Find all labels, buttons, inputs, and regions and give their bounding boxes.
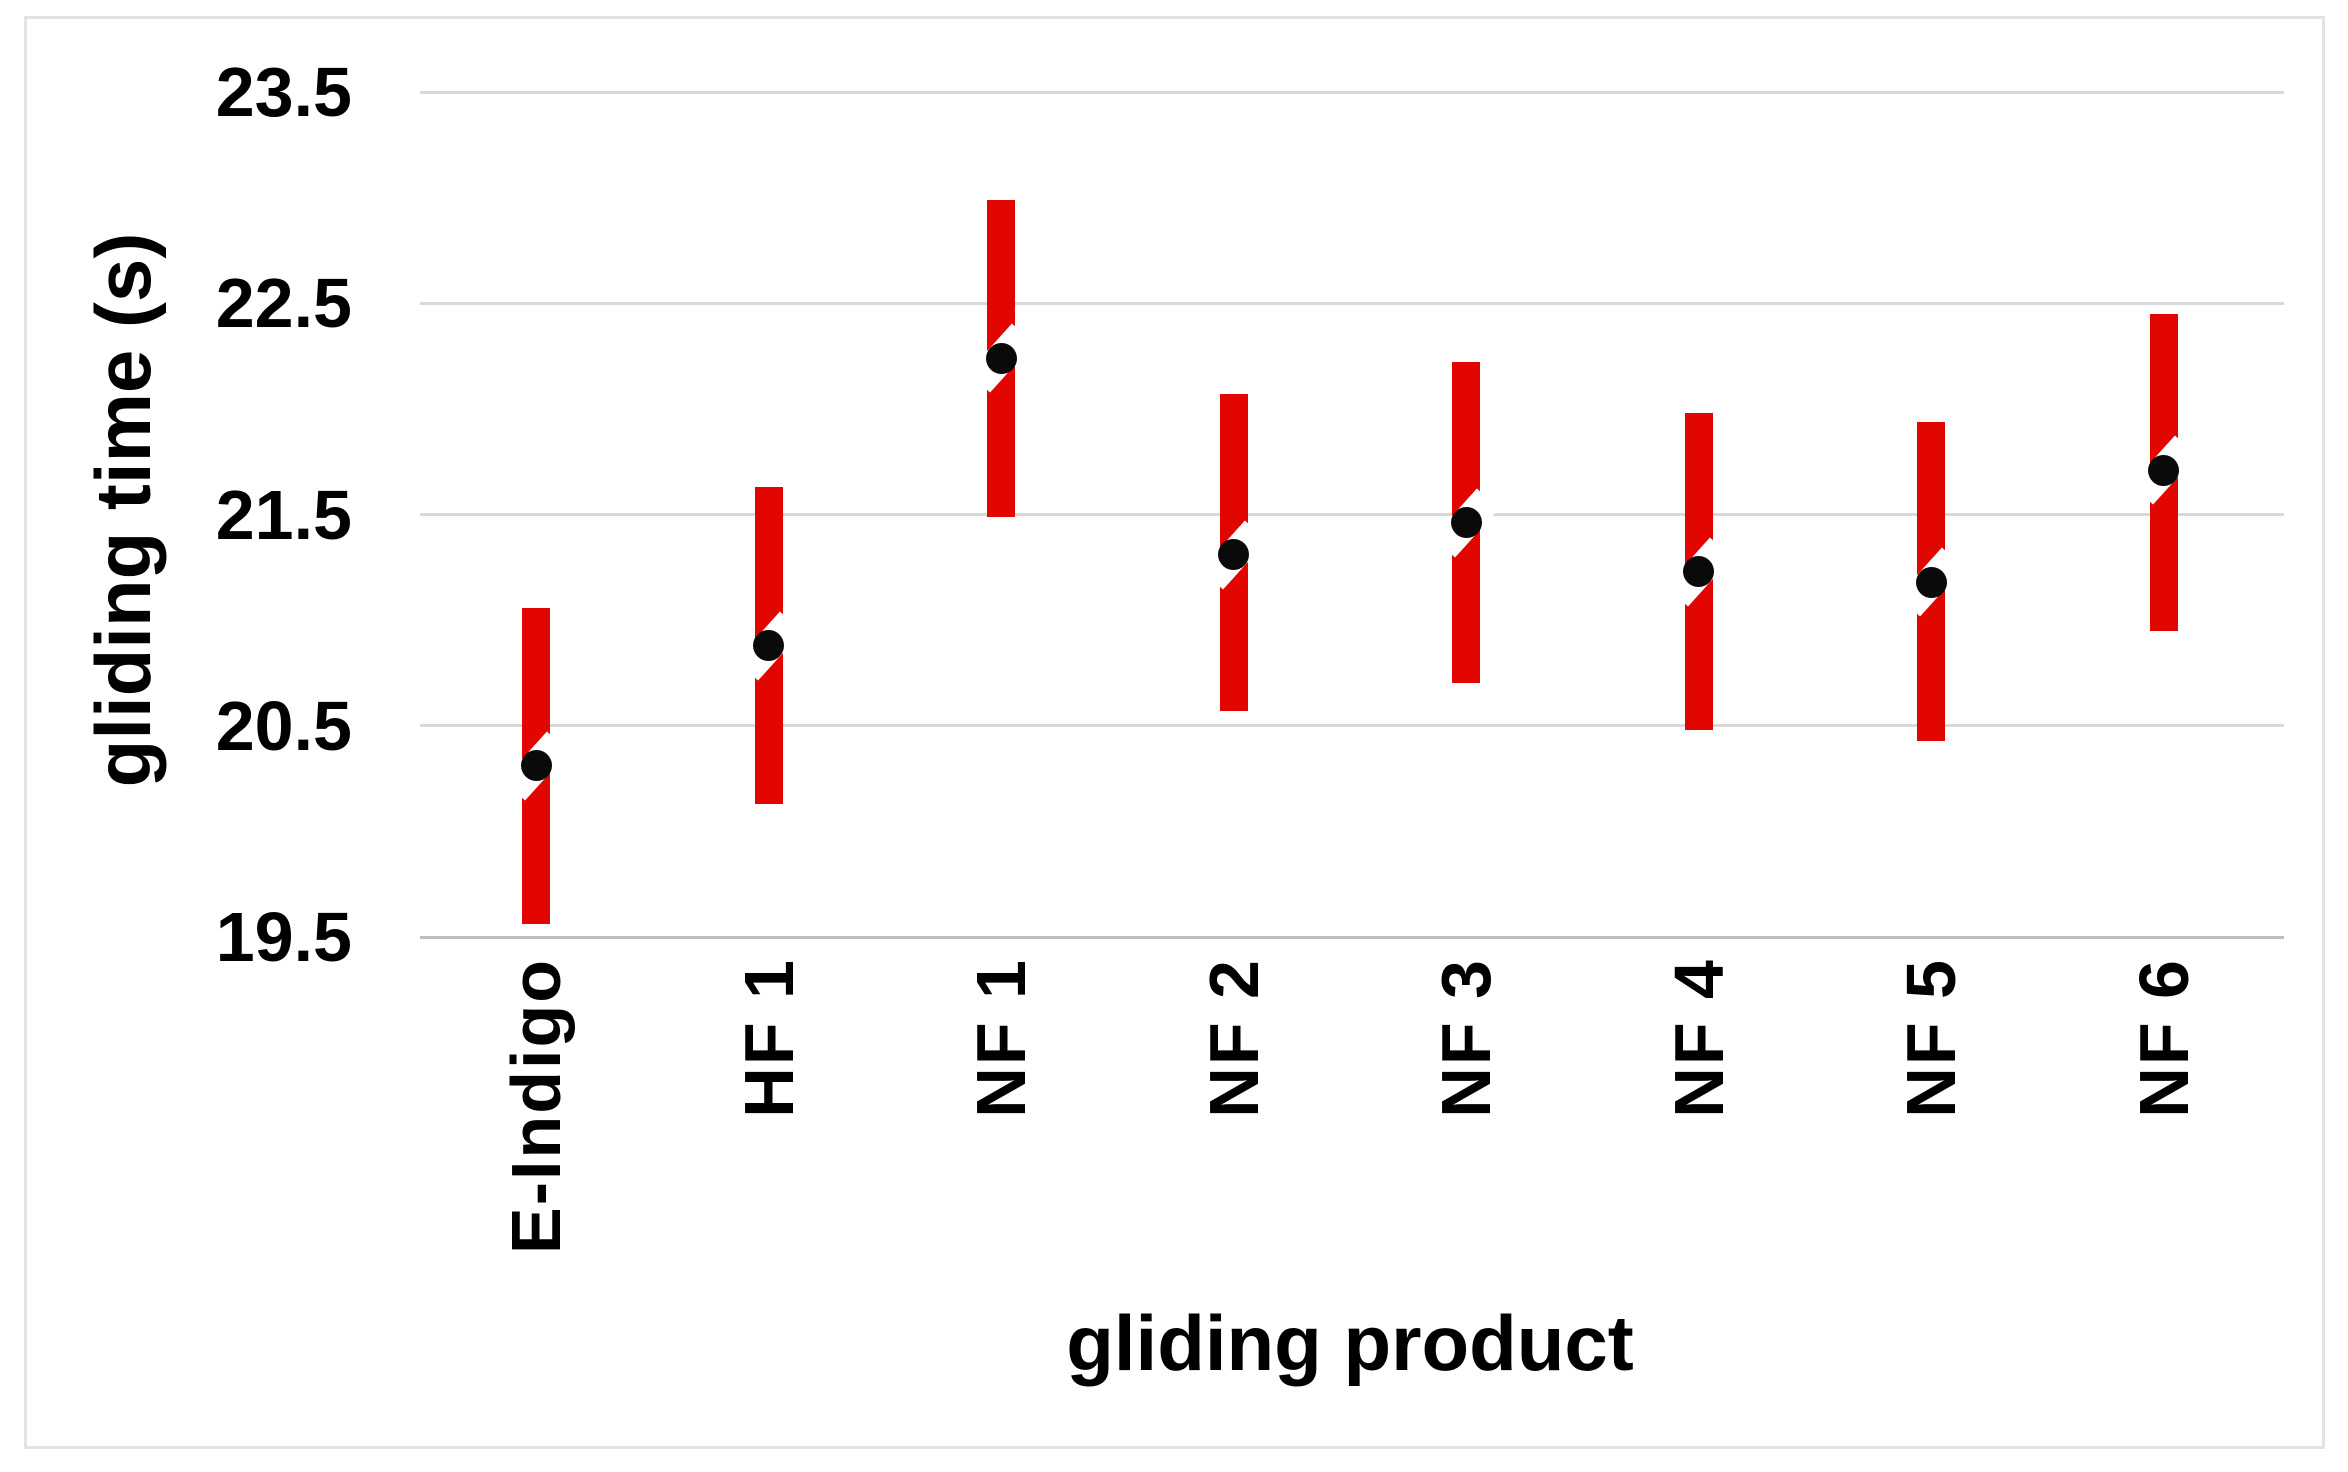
gridline	[420, 301, 2284, 305]
gridline	[420, 513, 2284, 516]
mean-marker-nf-1	[985, 342, 1017, 374]
mean-marker-nf-5	[1915, 566, 1947, 598]
y-tick-label: 19.5	[215, 898, 352, 976]
y-tick-label: 20.5	[215, 686, 352, 765]
x-category-label-nf-5: NF 5	[1892, 958, 1971, 1118]
x-axis-line	[420, 935, 2284, 939]
x-category-label-nf-6: NF 6	[2124, 958, 2203, 1118]
y-tick-label: 21.5	[215, 475, 352, 554]
x-category-label-nf-1: NF 1	[962, 958, 1041, 1118]
x-category-label-nf-4: NF 4	[1659, 958, 1738, 1118]
x-category-label-nf-3: NF 3	[1427, 958, 1506, 1118]
gridline	[420, 90, 2284, 94]
figure-border	[24, 16, 2325, 1449]
x-category-label-e-indigo: E-Indigo	[497, 958, 576, 1254]
x-axis-title: gliding product	[1066, 1299, 1634, 1387]
x-category-label-nf-2: NF 2	[1194, 958, 1273, 1118]
y-tick-label: 22.5	[215, 264, 352, 343]
y-tick-label: 23.5	[215, 53, 352, 131]
mean-marker-nf-4	[1683, 556, 1715, 587]
mean-marker-nf-3	[1450, 507, 1482, 539]
mean-marker-nf-6	[2148, 454, 2180, 486]
mean-marker-e-indigo	[520, 750, 552, 782]
x-category-label-hf-1: HF 1	[729, 958, 808, 1118]
mean-marker-hf-1	[753, 630, 785, 661]
mean-marker-nf-2	[1218, 539, 1250, 571]
gridline	[420, 724, 2284, 728]
